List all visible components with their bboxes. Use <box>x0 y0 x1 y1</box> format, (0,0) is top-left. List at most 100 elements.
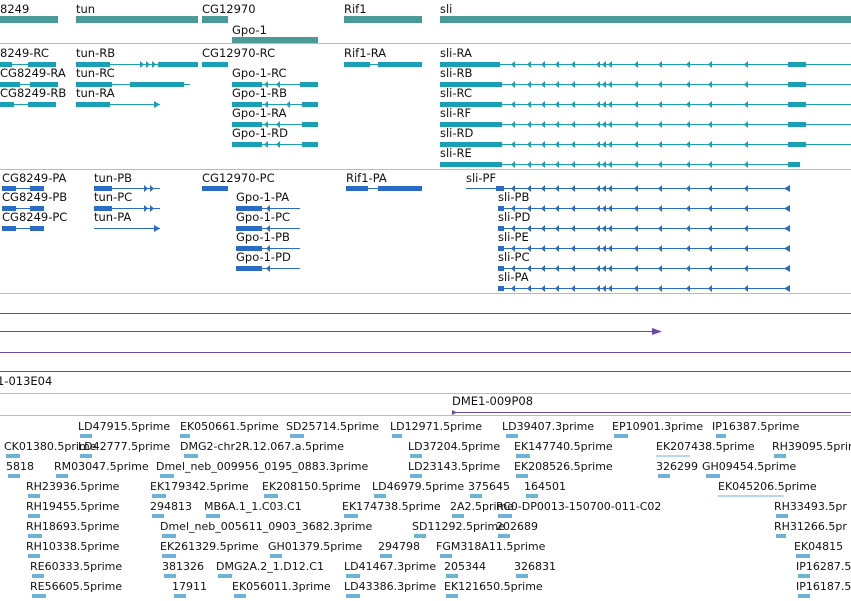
protein-feature[interactable] <box>498 285 790 292</box>
transcript-feature[interactable] <box>76 61 198 68</box>
est-label: 375645 <box>468 480 510 493</box>
est-label: RH33493.5pr <box>774 500 847 513</box>
transcript-label: sli-RA <box>440 46 472 60</box>
protein-track: CG8249-PA CG8249-PB CG8249-PC tun-PB tun… <box>2 171 790 292</box>
transcript-label: tun-RC <box>76 66 115 80</box>
est-label: EK174738.5prime <box>342 500 441 513</box>
transcript-feature[interactable] <box>76 101 160 108</box>
gene-label: CG12970 <box>202 2 256 16</box>
protein-feature[interactable] <box>498 225 790 232</box>
est-label: CK01380.5prime <box>4 440 97 453</box>
transcript-feature[interactable] <box>232 81 318 88</box>
transcript-label: Gpo-1-RD <box>232 126 288 140</box>
transcript-feature[interactable] <box>232 101 318 108</box>
est-label: RH23936.5prime <box>26 480 120 493</box>
est-features-row7[interactable] <box>28 554 810 558</box>
protein-feature[interactable] <box>236 225 300 232</box>
est-label: EK179342.5prime <box>150 480 249 493</box>
est-features-row6[interactable] <box>28 534 786 538</box>
gene-feature[interactable] <box>232 37 318 43</box>
transcript-feature[interactable] <box>440 121 851 128</box>
est-features-row9[interactable] <box>32 594 810 598</box>
gene-label: 8249 <box>0 2 29 16</box>
est-label: 294798 <box>378 540 420 553</box>
protein-label: Rif1-PA <box>346 171 387 185</box>
transcript-feature[interactable] <box>0 102 56 107</box>
transcript-label: Gpo-1-RB <box>232 86 287 100</box>
protein-feature[interactable] <box>236 245 300 252</box>
transcript-feature[interactable] <box>202 62 228 67</box>
protein-feature[interactable] <box>346 186 422 191</box>
gene-feature[interactable] <box>440 16 851 23</box>
est-label: EK208526.5prime <box>514 460 613 473</box>
transcript-feature[interactable] <box>440 141 851 148</box>
est-label: EK261329.5prime <box>160 540 259 553</box>
est-label: 205344 <box>444 560 486 573</box>
gene-feature[interactable] <box>344 16 422 23</box>
transcript-feature[interactable] <box>76 82 190 87</box>
protein-feature[interactable] <box>498 205 790 212</box>
est-label: LD23143.5prime <box>408 460 500 473</box>
est-label: RH39095.5prime <box>772 440 851 453</box>
protein-feature[interactable] <box>2 206 44 211</box>
transcript-feature[interactable] <box>344 62 422 67</box>
est-features-row3[interactable] <box>8 474 720 478</box>
est-label: EK045206.5prime <box>718 480 817 493</box>
transcript-label: Gpo-1-RA <box>232 106 287 120</box>
transcript-feature[interactable] <box>232 121 318 128</box>
est-label: LD47915.5prime <box>78 420 170 433</box>
protein-feature[interactable] <box>236 265 300 272</box>
transcript-feature[interactable] <box>440 61 851 68</box>
est-label: EK121650.5prime <box>444 580 543 593</box>
protein-feature[interactable] <box>236 205 300 212</box>
est-label: RH19455.5prime <box>26 500 120 513</box>
est-label: Dmel_neb_005611_0903_3682.3prime <box>160 520 372 533</box>
transcript-feature[interactable] <box>0 82 58 87</box>
transcript-label: CG8249-RB <box>0 86 66 100</box>
est-label: DMG2-chr2R.12.067.a.5prime <box>180 440 344 453</box>
est-label: IP16187.5 <box>796 580 851 593</box>
protein-feature[interactable] <box>202 186 228 191</box>
protein-feature[interactable] <box>2 186 44 191</box>
est-label: LD12971.5prime <box>390 420 482 433</box>
est-label: EK208150.5prime <box>262 480 361 493</box>
protein-feature[interactable] <box>94 225 160 232</box>
transcript-feature[interactable] <box>232 141 318 148</box>
est-features-row8[interactable] <box>32 574 810 578</box>
transcript-feature[interactable] <box>440 101 851 108</box>
est-features-row2[interactable] <box>6 454 786 458</box>
transcript-feature[interactable] <box>440 81 851 88</box>
transcript-track: 8249-RC CG8249-RA CG8249-RB tun-RB tun-R… <box>0 46 851 168</box>
protein-label: Gpo-1-PD <box>236 250 291 264</box>
est-label: 326831 <box>514 560 556 573</box>
est-label: EK147740.5prime <box>514 440 613 453</box>
transcript-feature[interactable] <box>440 161 800 168</box>
est-track: LD47915.5prime EK050661.5prime SD25714.5… <box>4 420 851 598</box>
transcript-label: 8249-RC <box>0 46 49 60</box>
transcript-feature[interactable] <box>0 62 56 67</box>
protein-feature[interactable] <box>498 245 790 252</box>
transcript-label: sli-RE <box>440 146 472 160</box>
est-label: RH18693.5prime <box>26 520 120 533</box>
protein-label: Gpo-1-PB <box>236 230 290 244</box>
est-label: EK050661.5prime <box>180 420 279 433</box>
est-label: 164501 <box>524 480 566 493</box>
gene-feature[interactable] <box>202 16 228 23</box>
est-label: SD11292.5prime <box>412 520 505 533</box>
protein-feature[interactable] <box>466 185 790 192</box>
protein-label: CG8249-PB <box>2 190 67 204</box>
protein-feature[interactable] <box>2 226 44 231</box>
est-features-row1[interactable] <box>80 434 726 438</box>
protein-feature[interactable] <box>94 185 160 192</box>
protein-feature[interactable] <box>94 205 160 212</box>
protein-label: tun-PA <box>94 210 131 224</box>
est-label: LD43386.3prime <box>344 580 436 593</box>
gene-label: sli <box>440 2 452 16</box>
est-features-row5[interactable] <box>28 514 788 518</box>
gene-feature[interactable] <box>76 16 198 23</box>
protein-label: sli-PE <box>498 230 529 244</box>
est-label: RM03047.5prime <box>54 460 149 473</box>
protein-feature[interactable] <box>498 265 790 272</box>
gene-feature[interactable] <box>0 16 58 23</box>
est-features-row4[interactable] <box>28 494 784 498</box>
